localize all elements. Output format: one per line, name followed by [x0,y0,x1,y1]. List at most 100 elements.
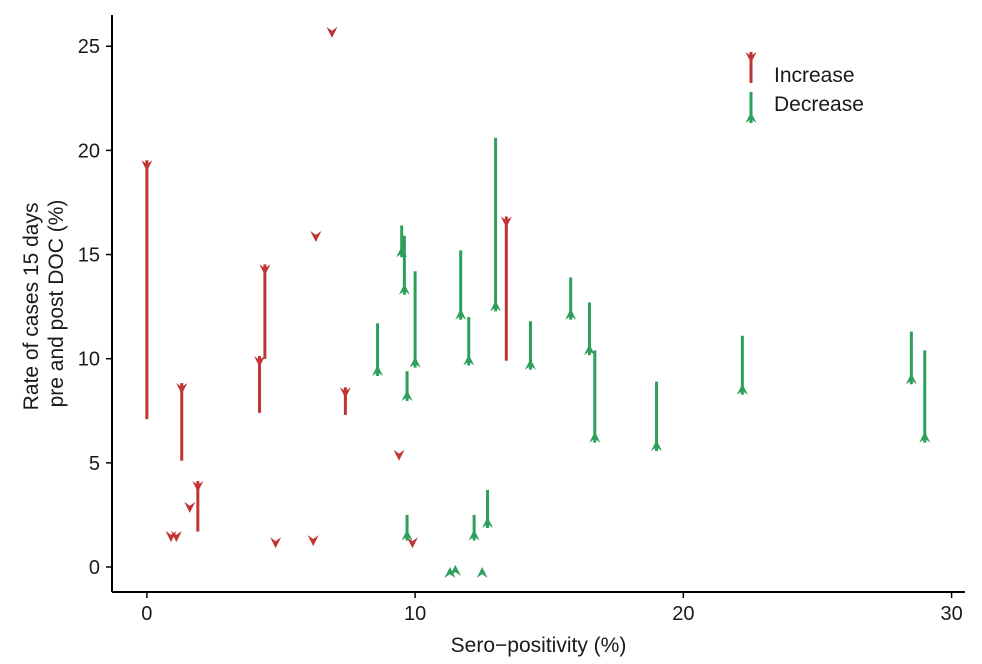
arrow-head [372,364,384,376]
axes: 0 10 20 30 0 5 10 15 20 25 [78,15,965,625]
arrow-head [482,517,494,529]
arrow-head [565,308,577,320]
arrow-head [310,231,322,243]
decrease-arrow [476,567,488,579]
series-increase [141,26,512,549]
decrease-arrow [565,277,577,320]
x-tick-label: 30 [940,603,962,625]
arrow-head [455,308,467,320]
arrow-head [406,537,418,549]
arrow-head [468,529,480,541]
y-tick-label: 25 [78,36,100,58]
decrease-arrow [372,323,384,376]
arrow-head [254,356,266,368]
increase-arrow [141,160,153,420]
x-tick-label: 0 [141,603,152,625]
increase-arrow [393,449,405,461]
decrease-arrow [444,567,456,579]
increase-arrow [326,26,338,38]
series-decrease [372,137,931,579]
legend: Increase Decrease [745,52,864,123]
arrow-head [589,431,601,443]
legend-key-arrow [745,92,757,123]
arrow-head [170,531,182,543]
arrow-head [919,431,931,443]
increase-arrow [310,231,322,243]
arrow-head [184,501,196,513]
y-axis-title-line-2: pre and post DOC (%) [45,200,68,408]
y-axis-title-line-1: Rate of cases 15 days [20,203,43,411]
y-tick-label: 5 [89,453,100,475]
decrease-arrow [398,235,410,295]
legend-label: Decrease [774,93,864,116]
arrow-head [463,354,475,366]
decrease-arrow [409,271,421,368]
decrease-arrow [736,335,748,395]
arrow-head [398,283,410,295]
increase-arrow [170,531,182,543]
increase-arrow [259,264,271,359]
arrow-head [176,383,188,395]
decrease-arrow [589,350,601,443]
arrow-head [490,300,502,312]
arrow-head [339,387,351,399]
y-tick-label: 15 [78,245,100,267]
increase-arrow [254,356,266,413]
decrease-arrow [583,302,595,356]
arrow-head [409,356,421,368]
arrow-head [259,264,271,276]
arrows [141,26,931,579]
decrease-arrow [905,331,917,385]
x-axis-title: Sero−positivity (%) [451,634,627,657]
arrow-head [449,564,461,576]
increase-arrow [406,537,418,549]
arrow-head [500,216,512,228]
arrow-head [444,567,456,579]
y-tick-label: 20 [78,140,100,162]
decrease-arrow [401,371,413,401]
y-tick-label: 10 [78,349,100,371]
legend-item-decrease: Decrease [745,92,864,123]
arrow-head [401,389,413,401]
arrow-head [583,344,595,356]
arrow-head [745,112,757,123]
x-ticks: 0 10 20 30 [141,592,963,625]
arrow-head [326,26,338,38]
decrease-arrow [463,317,475,366]
increase-arrow [307,535,319,547]
arrow-head [401,529,413,541]
legend-item-increase: Increase [745,52,855,87]
decrease-arrow [524,321,536,370]
legend-label: Increase [774,64,855,87]
y-ticks: 0 5 10 15 20 25 [78,36,112,579]
increase-arrow [270,537,282,549]
arrow-head [905,373,917,385]
decrease-arrow [401,514,413,541]
x-tick-label: 20 [672,603,694,625]
increase-arrow [192,481,204,532]
legend-key-arrow [745,52,757,83]
arrow-head [745,52,757,63]
decrease-arrow [482,489,494,529]
increase-arrow [339,387,351,415]
y-tick-label: 0 [89,557,100,579]
decrease-arrow [449,564,461,576]
arrow-head [476,567,488,579]
decrease-arrow [468,514,480,541]
arrow-head [307,535,319,547]
y-axis-title: Rate of cases 15 days pre and post DOC (… [20,197,68,411]
decrease-arrow [490,137,502,312]
arrow-head [524,358,536,370]
decrease-arrow [919,350,931,443]
arrow-head [393,449,405,461]
arrow-head [736,383,748,395]
arrow-head [141,160,153,172]
decrease-arrow [651,381,663,451]
increase-arrow [184,501,196,513]
increase-arrow [500,216,512,361]
increase-arrow [176,383,188,461]
arrow-head [651,439,663,451]
arrow-head [192,481,204,493]
x-tick-label: 10 [404,603,426,625]
